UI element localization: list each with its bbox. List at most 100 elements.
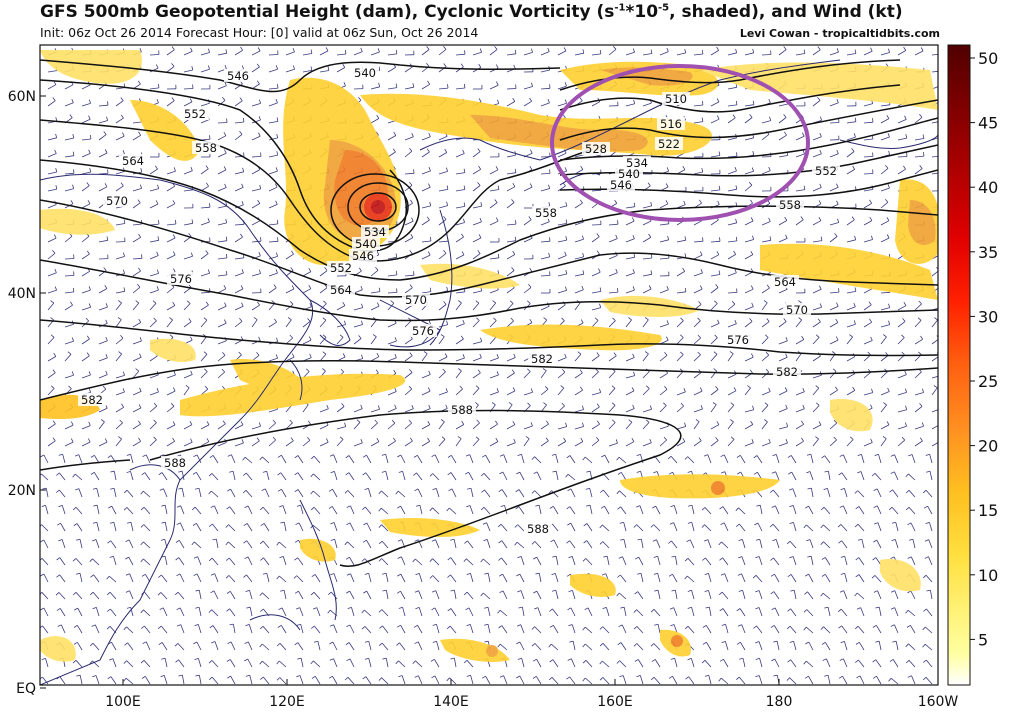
wind-barb-flag — [276, 117, 279, 122]
wind-barb-flag — [763, 300, 768, 304]
wind-barb — [521, 658, 525, 668]
wind-barb-flag — [157, 184, 160, 189]
contour-label-bg — [224, 69, 252, 82]
wind-barb — [370, 269, 379, 277]
wind-barb — [432, 575, 440, 583]
wind-barb-flag — [632, 404, 635, 409]
wind-barb-flag — [511, 369, 515, 374]
wind-barb-flag — [633, 609, 637, 613]
wind-barb — [874, 575, 882, 583]
wind-barb — [200, 441, 210, 447]
wind-barb — [234, 424, 244, 430]
wind-barb-flag — [395, 253, 398, 258]
wind-barb-flag — [342, 63, 346, 68]
wind-barb-flag — [464, 471, 469, 475]
wind-barb — [285, 356, 295, 362]
wind-barb-flag — [142, 641, 147, 644]
wind-barb-flag — [156, 388, 159, 393]
wind-barb-flag — [835, 386, 838, 391]
wind-barb-flag — [120, 182, 124, 187]
wind-barb-flag — [414, 675, 419, 678]
wind-barb — [707, 454, 712, 464]
wind-barb-flag — [530, 422, 533, 427]
wind-barb-flag — [205, 250, 209, 254]
wind-barb-flag — [582, 660, 587, 664]
wind-barb — [251, 255, 261, 260]
wind-barb-flag — [139, 387, 142, 392]
wind-barb-flag — [175, 659, 179, 663]
wind-barb-flag — [748, 181, 753, 186]
wind-barb-flag — [817, 97, 821, 101]
wind-barb-flag — [650, 643, 655, 647]
wind-barb-flag — [582, 270, 585, 275]
wind-barb-flag — [668, 573, 673, 577]
wind-barb-flag — [92, 539, 97, 542]
wind-barb-flag — [718, 151, 721, 156]
wind-barb — [540, 51, 550, 56]
wind-barb — [81, 441, 91, 447]
wind-barb-flag — [158, 574, 162, 578]
wind-barb-flag — [783, 131, 787, 136]
wind-barb-flag — [653, 555, 658, 558]
wind-barb-flag — [531, 643, 536, 647]
wind-barb — [880, 220, 890, 226]
wind-barb — [278, 541, 287, 549]
wind-barb — [438, 171, 448, 175]
wind-barb-flag — [854, 117, 857, 122]
wind-barb-flag — [719, 608, 724, 612]
wind-barb-flag — [697, 317, 701, 321]
wind-barb-flag — [633, 202, 636, 207]
wind-barb — [404, 66, 413, 73]
wind-barb-flag — [549, 237, 551, 242]
wind-barb — [47, 289, 57, 294]
wind-barb-flag — [803, 185, 806, 190]
wind-barb — [132, 370, 140, 379]
wind-barb-flag — [207, 65, 210, 70]
wind-barb — [523, 391, 533, 396]
wind-barb — [623, 522, 627, 532]
wind-barb — [266, 471, 270, 481]
wind-barb — [506, 442, 516, 447]
wind-barb — [282, 556, 287, 566]
wind-barb-flag — [803, 609, 808, 613]
wind-barb-flag — [785, 353, 788, 358]
wind-barb — [472, 302, 480, 311]
wind-barb-flag — [716, 251, 720, 255]
wind-barb-flag — [203, 317, 208, 321]
wind-barb-flag — [256, 352, 260, 356]
wind-barb-flag — [427, 437, 431, 442]
wind-barb — [557, 371, 566, 379]
wind-barb — [143, 524, 151, 532]
wind-barb — [149, 355, 158, 362]
wind-barb-flag — [611, 385, 616, 389]
wind-barb — [720, 677, 729, 685]
wind-barb — [166, 424, 176, 430]
wind-barb — [261, 660, 270, 668]
wind-barb-flag — [172, 251, 176, 256]
wind-barb-flag — [382, 589, 387, 592]
wind-barb — [659, 389, 668, 396]
wind-barb-flag — [820, 506, 825, 511]
wind-barb-flag — [704, 573, 709, 575]
wind-barb-flag — [226, 506, 231, 510]
wind-barb-flag — [654, 589, 659, 592]
wind-barb — [387, 135, 396, 141]
wind-barb — [823, 541, 831, 549]
wind-barb-flag — [633, 626, 638, 630]
wind-barb-flag — [483, 539, 488, 542]
wind-barb-flag — [243, 117, 245, 123]
wind-barb-flag — [240, 336, 244, 341]
wind-barb-flag — [105, 354, 108, 359]
contour-label: 546 — [352, 249, 374, 263]
wind-barb — [858, 574, 865, 583]
wind-barb-flag — [583, 540, 588, 544]
wind-barb-flag — [56, 489, 60, 493]
wind-barb — [387, 256, 397, 260]
wind-barb-flag — [600, 489, 604, 493]
wind-barb — [659, 257, 670, 260]
wind-barb — [744, 184, 753, 192]
wind-barb — [519, 471, 525, 481]
wind-barb-flag — [494, 46, 498, 50]
wind-barb — [908, 473, 916, 481]
wind-barb-flag — [92, 487, 97, 490]
